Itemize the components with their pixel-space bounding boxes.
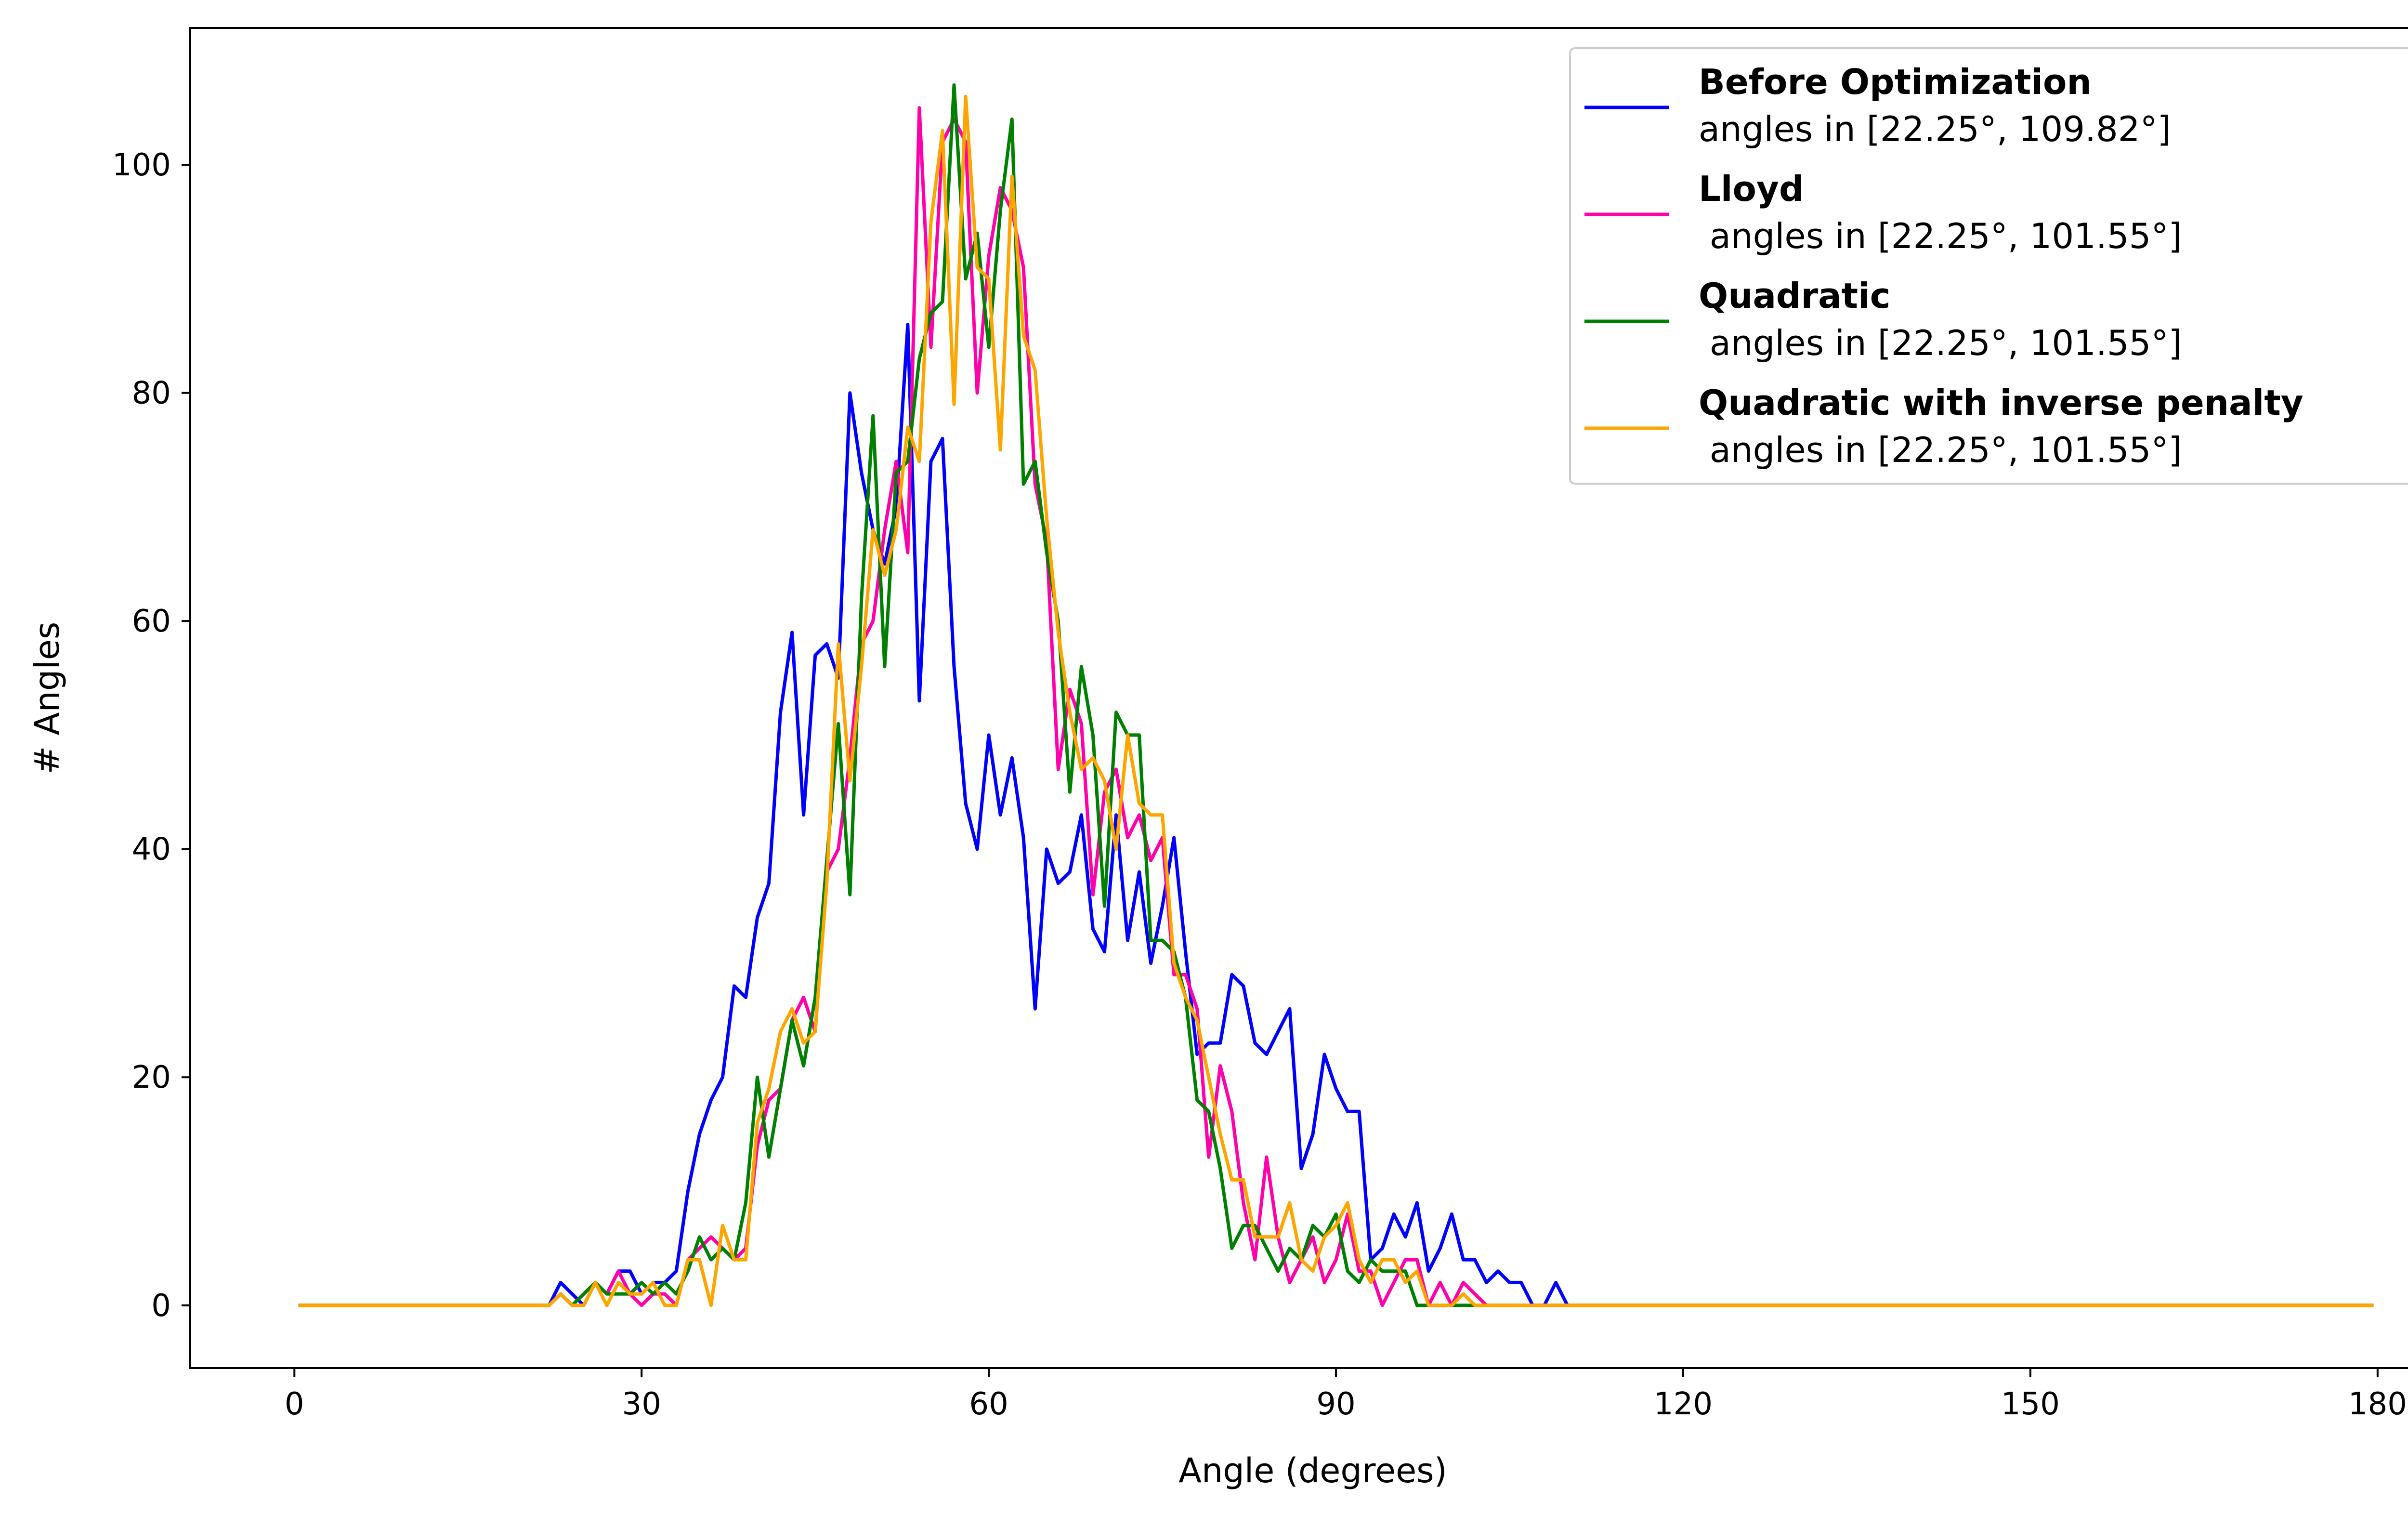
legend-range: angles in [22.25°, 109.82°] — [1699, 109, 2171, 149]
legend-label: Before Optimization — [1699, 62, 2092, 102]
legend-label: Lloyd — [1699, 169, 1804, 209]
legend-range: angles in [22.25°, 101.55°] — [1699, 216, 2182, 256]
series-line-4 — [298, 94, 2374, 1307]
y-tick-label: 0 — [151, 1288, 171, 1324]
x-tick-label: 180 — [2348, 1386, 2407, 1422]
series-line-3 — [298, 83, 2374, 1307]
y-tick-label: 20 — [132, 1060, 171, 1095]
y-axis: 0 20 40 60 80 100 — [112, 147, 190, 1324]
legend: Before Optimization angles in [22.25°, 10… — [1569, 47, 2408, 485]
y-tick-label: 60 — [132, 604, 171, 639]
x-axis-title: Angle (degrees) — [1178, 1451, 1447, 1490]
x-tick-label: 30 — [622, 1386, 661, 1422]
x-tick-label: 0 — [285, 1386, 304, 1422]
x-tick-label: 120 — [1654, 1386, 1713, 1422]
x-tick-label: 90 — [1316, 1386, 1355, 1422]
legend-range: angles in [22.25°, 101.55°] — [1699, 323, 2182, 363]
x-tick-label: 150 — [2001, 1386, 2060, 1422]
y-axis-title: # Angles — [27, 622, 67, 775]
y-tick-label: 100 — [112, 147, 171, 183]
x-axis: 0 30 60 90 120 150 180 — [285, 1368, 2407, 1422]
legend-label: Quadratic with inverse penalty — [1699, 382, 2303, 423]
x-tick-label: 60 — [969, 1386, 1008, 1422]
legend-box — [1569, 47, 2408, 485]
plot-frame — [189, 27, 2408, 1369]
y-tick-label: 80 — [132, 376, 171, 411]
series-line-1 — [298, 323, 2374, 1307]
legend-range: angles in [22.25°, 101.55°] — [1699, 430, 2182, 470]
legend-label: Quadratic — [1699, 276, 1890, 316]
y-tick-label: 40 — [132, 832, 171, 868]
series-layer — [298, 83, 2374, 1307]
legend-entries: Before Optimization angles in [22.25°, 10… — [1584, 62, 2303, 470]
